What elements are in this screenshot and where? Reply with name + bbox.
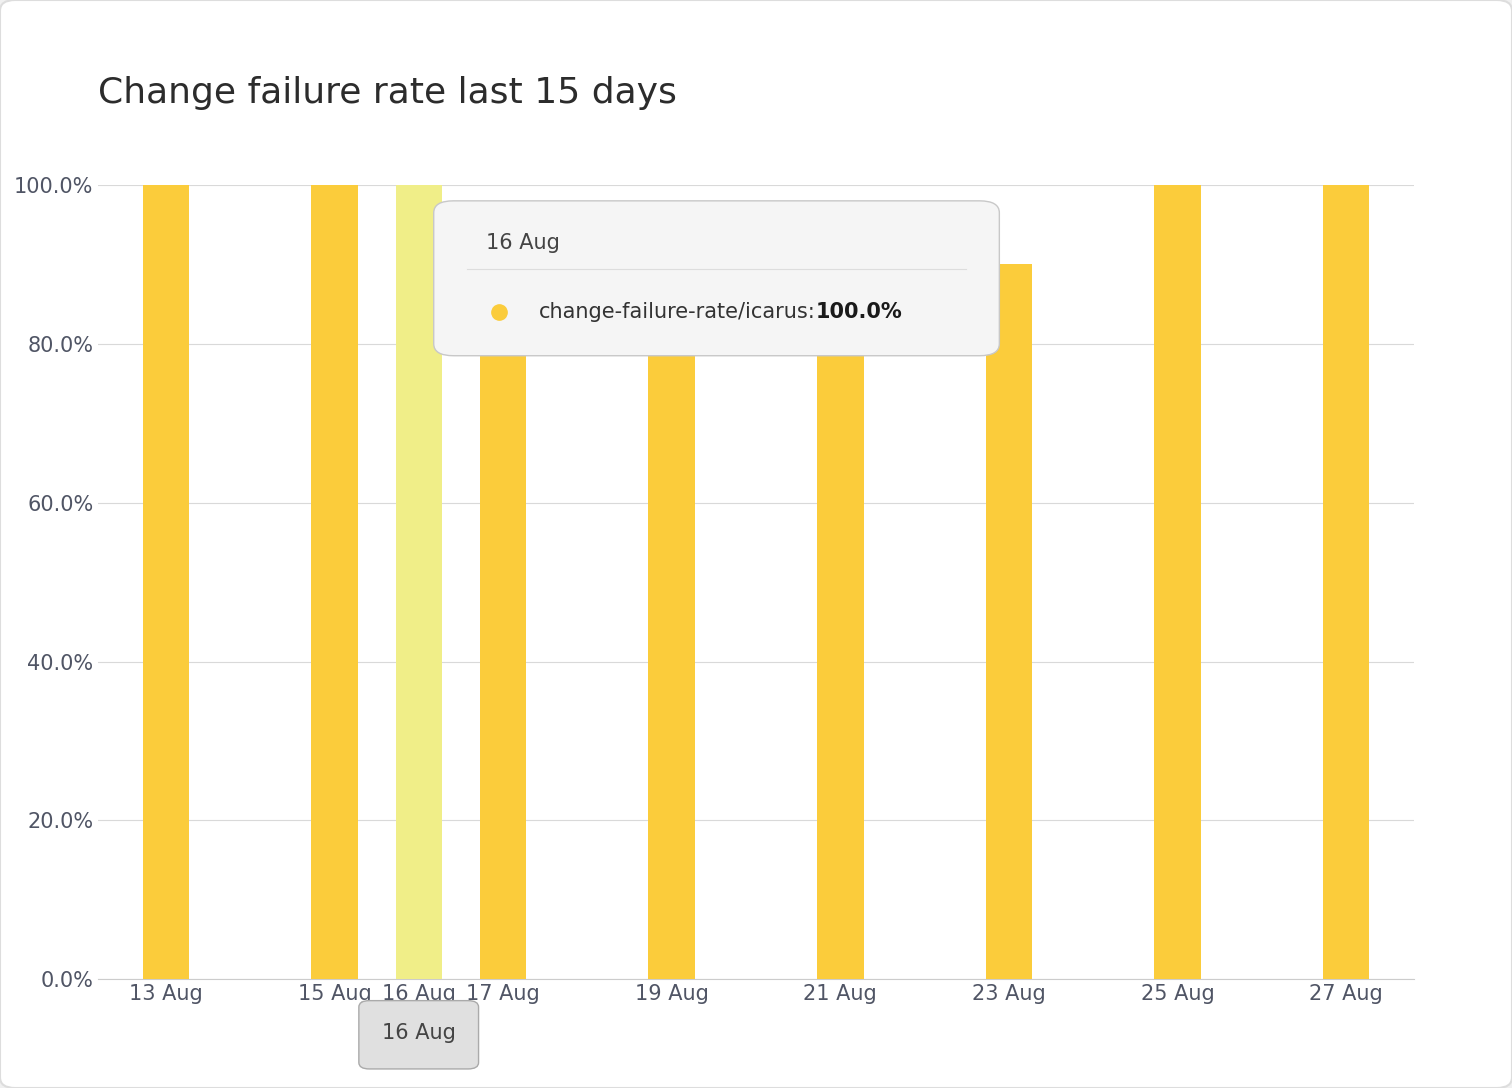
Text: Change failure rate last 15 days: Change failure rate last 15 days: [98, 76, 677, 110]
FancyBboxPatch shape: [358, 1001, 479, 1068]
Bar: [396, 185, 442, 979]
Bar: [479, 264, 526, 979]
Text: 100.0%: 100.0%: [815, 302, 903, 322]
Polygon shape: [402, 1007, 434, 1018]
Bar: [986, 264, 1033, 979]
Bar: [816, 264, 863, 979]
Text: 16 Aug: 16 Aug: [487, 233, 561, 252]
Bar: [1323, 185, 1370, 979]
FancyBboxPatch shape: [434, 201, 999, 356]
Text: 16 Aug: 16 Aug: [381, 1023, 455, 1043]
Bar: [1155, 185, 1201, 979]
Bar: [311, 185, 357, 979]
Text: change-failure-rate/icarus:: change-failure-rate/icarus:: [538, 302, 815, 322]
Bar: [142, 185, 189, 979]
Bar: [649, 264, 696, 979]
